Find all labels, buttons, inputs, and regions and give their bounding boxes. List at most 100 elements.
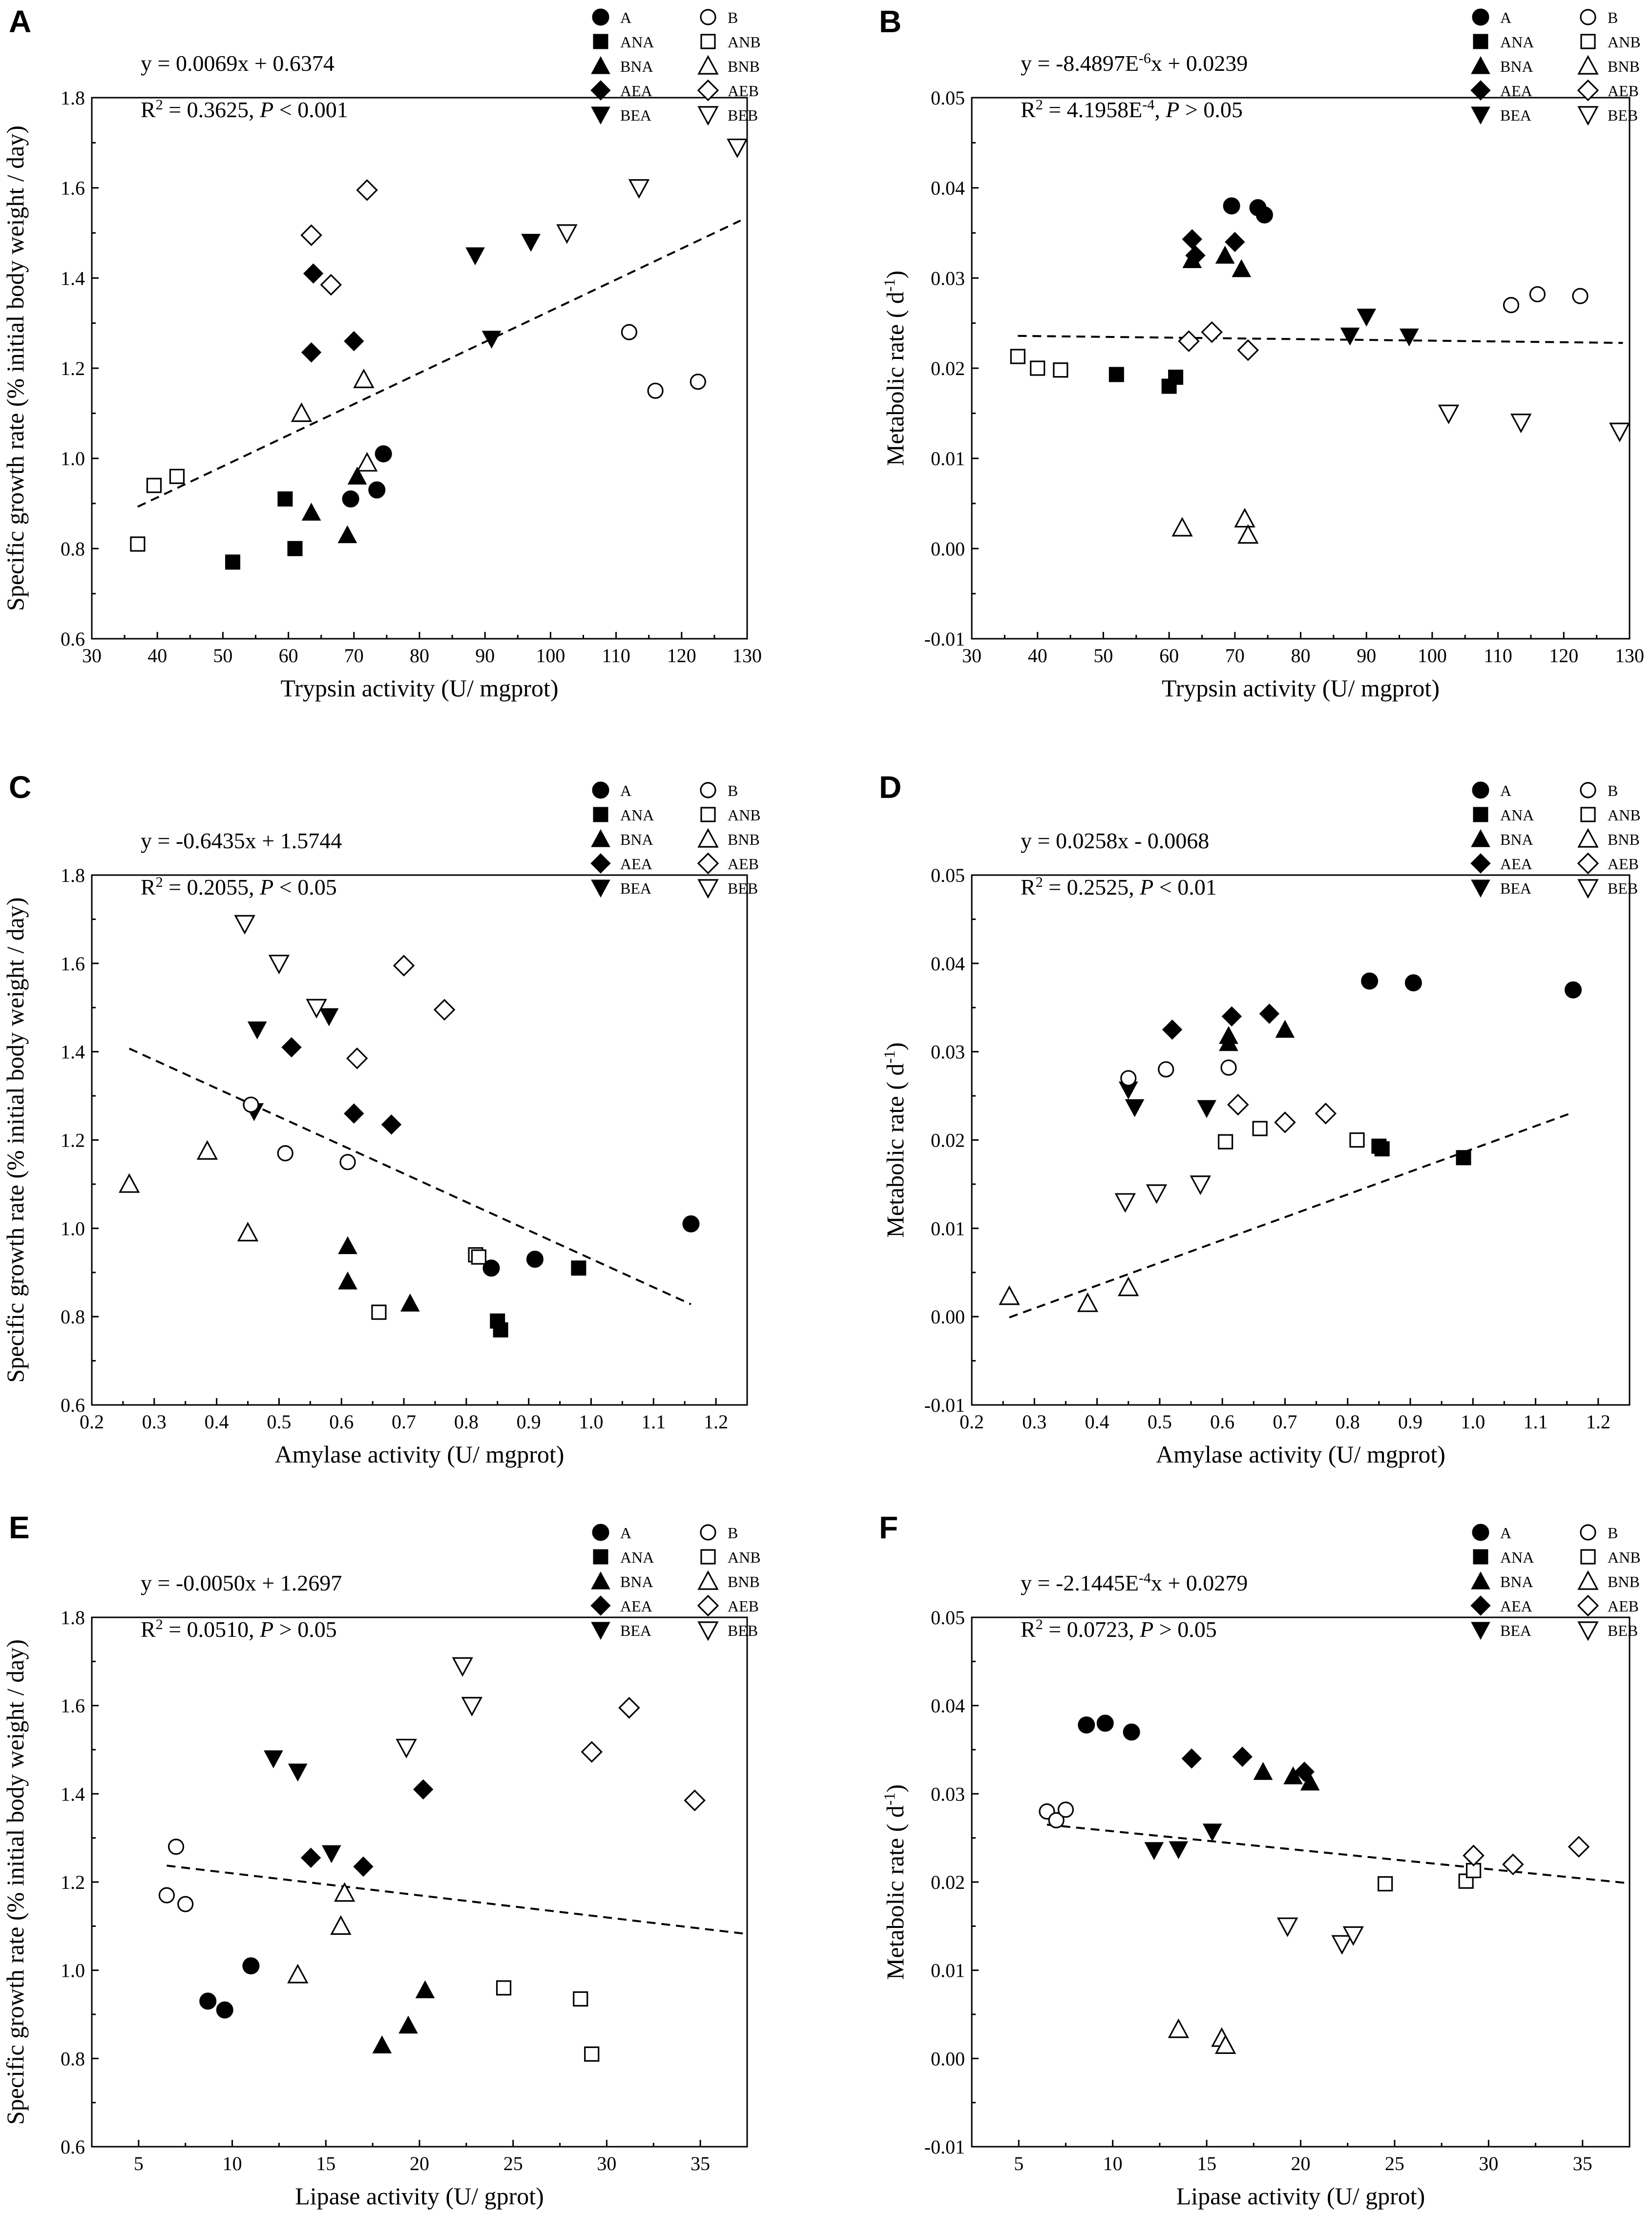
r2-value: 4.1958E: [1067, 97, 1143, 122]
legend-entry-b: B: [700, 9, 738, 26]
legend-label: BNB: [728, 831, 760, 848]
legend-label: AEB: [1608, 82, 1639, 100]
legend-entry-anb: ANB: [700, 806, 761, 824]
fit-equation: y = -0.6435x + 1.5744: [141, 828, 342, 853]
legend-label: AEA: [620, 1597, 652, 1615]
data-point-ana: [571, 1260, 586, 1276]
p-value: 0.001: [297, 97, 348, 122]
data-point-bea: [288, 1763, 308, 1782]
p-letter: P: [259, 875, 273, 900]
legend-label: BNA: [1500, 831, 1533, 848]
series-a: [1361, 972, 1582, 999]
series-anb: [371, 1247, 487, 1320]
legend-entry-a: A: [592, 8, 631, 26]
x-tick-label: 30: [597, 2153, 616, 2175]
legend-label: BEB: [1608, 879, 1638, 897]
legend-label: AEA: [1500, 855, 1532, 873]
y-tick-label: 0.01: [931, 1960, 965, 1982]
y-tick-label: 1.0: [61, 1960, 85, 1982]
data-point-bnb: [1168, 2018, 1190, 2038]
legend-entry-ana: ANA: [1473, 33, 1534, 51]
p-space2: [292, 97, 298, 122]
legend-label: BEA: [620, 879, 651, 897]
legend-marker-a: [592, 8, 609, 26]
chart-panel-b: B 30 40 50 60 70 80 90 100 110 120 130 -0.01 0.00 0.01…: [879, 4, 1644, 702]
data-point-bna: [301, 502, 321, 521]
legend-marker-bna: [1471, 56, 1490, 74]
x-tick-label: 110: [602, 645, 630, 667]
data-point-a: [1096, 1715, 1114, 1732]
legend-marker-bnb: [697, 1570, 719, 1590]
data-point-ana: [1456, 1150, 1471, 1166]
data-point-aea: [281, 1037, 302, 1058]
plot-frame: [971, 874, 1631, 1406]
data-point-aeb: [356, 179, 378, 201]
legend-entry-ana: ANA: [593, 1548, 654, 1566]
data-point-bna: [415, 1980, 435, 1998]
x-axis-label: Amylase activity (U/ mgprot): [1156, 1441, 1445, 1468]
y-axis-label-main: Specific growth rate (% initial body wei…: [1, 126, 29, 611]
legend-entry-bna: BNA: [1471, 1571, 1533, 1590]
x-tick-label: 70: [1225, 645, 1245, 667]
legend-label: A: [620, 1524, 631, 1542]
y-axis-label-sup: -1: [880, 1050, 898, 1064]
y-axis-label-main: Metabolic rate ( d: [881, 1805, 909, 1980]
data-point-b: [1120, 1070, 1137, 1087]
data-point-anb: [1252, 1121, 1268, 1136]
data-point-a: [1255, 206, 1273, 224]
legend-marker-bnb: [1577, 828, 1599, 848]
x-tick-label: 40: [147, 645, 167, 667]
series-beb: [1114, 1175, 1211, 1213]
data-point-aea: [1221, 1006, 1242, 1027]
x-tick-label: 25: [503, 2153, 523, 2175]
x-tick-label: 80: [1291, 645, 1311, 667]
r2-sup: 2: [1036, 1616, 1043, 1632]
legend-label: BEB: [728, 879, 758, 897]
data-point-beb: [628, 179, 650, 199]
data-point-a: [342, 490, 359, 508]
legend-entry-aea: AEA: [590, 80, 652, 101]
series-b: [1039, 1801, 1074, 1829]
series-bnb: [287, 1882, 355, 1984]
legend-entry-aeb: AEB: [697, 852, 759, 875]
data-point-bea: [1144, 1842, 1164, 1861]
legend-marker-anb: [700, 34, 716, 49]
data-point-b: [277, 1145, 293, 1162]
series-bna: [301, 466, 367, 544]
r2-letter: R: [141, 875, 156, 900]
legend-marker-aeb: [697, 79, 719, 102]
y-axis-label: Metabolic rate ( d-1): [880, 1784, 909, 1980]
r2-letter: R: [1021, 875, 1036, 900]
data-point-beb: [452, 1657, 473, 1677]
series-bna: [1253, 1762, 1320, 1791]
r2-eq: =: [163, 875, 187, 900]
legend-marker-ana: [593, 807, 608, 822]
legend-marker-anb: [1580, 1549, 1596, 1565]
legend-label: BNA: [620, 58, 653, 75]
r2-letter: R: [1021, 97, 1036, 122]
data-point-beb: [234, 915, 255, 935]
data-point-ana: [225, 554, 241, 570]
x-tick-label: 120: [667, 645, 696, 667]
r2-eq: =: [163, 97, 187, 122]
legend-label: ANB: [728, 806, 761, 824]
panel-letter: C: [9, 770, 31, 805]
data-point-bnb: [287, 1964, 309, 1984]
data-point-b: [177, 1896, 194, 1912]
legend-marker-aeb: [697, 1594, 719, 1617]
chart-panel-d: D 0.2 0.3 0.4 0.5 0.6 0.7 0.8 0.9 1.0 1.1 1.2 -0.01 0…: [879, 770, 1641, 1468]
series-aea: [1181, 1746, 1315, 1782]
legend-entry-bnb: BNB: [1577, 55, 1640, 75]
data-point-b: [1057, 1801, 1074, 1818]
p-space2: [1172, 1617, 1178, 1642]
data-point-aea: [1294, 1761, 1315, 1782]
series-bnb: [1171, 508, 1259, 544]
data-point-bnb: [356, 452, 378, 472]
series-a: [482, 1215, 700, 1277]
data-point-anb: [146, 478, 162, 493]
data-point-b: [243, 1096, 259, 1113]
legend-marker-aeb: [1577, 1594, 1599, 1617]
legend-entry-anb: ANB: [700, 1548, 761, 1566]
x-axis-label: Trypsin activity (U/ mgprot): [1162, 674, 1440, 702]
legend-label: BEB: [1608, 106, 1638, 124]
